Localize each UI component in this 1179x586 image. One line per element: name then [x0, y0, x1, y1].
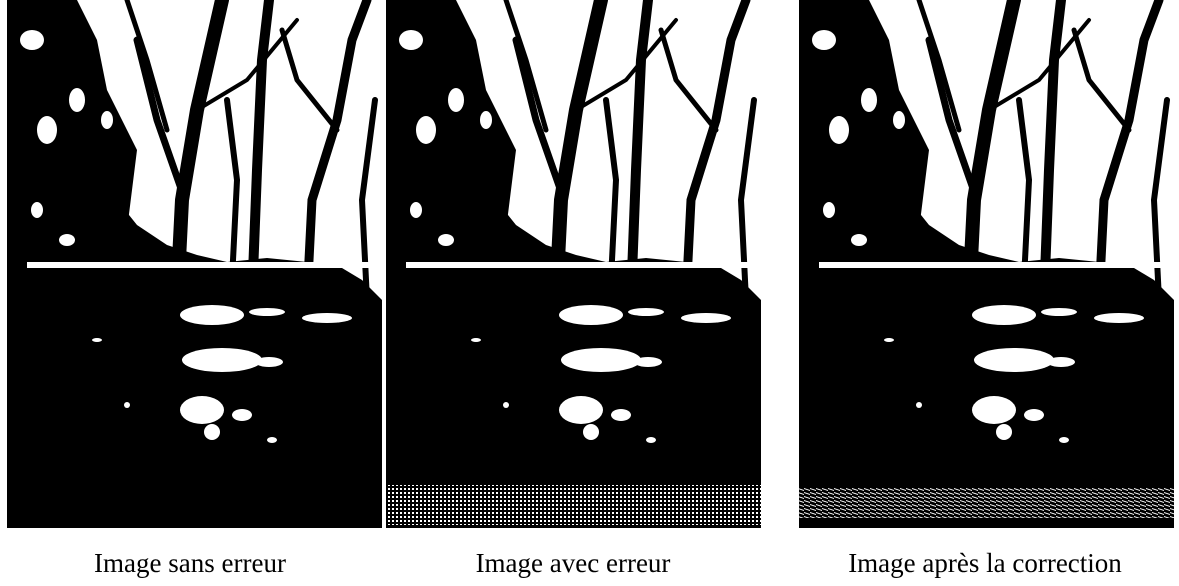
image-original [7, 0, 382, 528]
caption: Image sans erreur [94, 548, 286, 578]
caption: Image après la correction [848, 548, 1122, 578]
image-with-error [386, 0, 761, 528]
caption: Image avec erreur [476, 548, 671, 578]
image-corrected [799, 0, 1174, 528]
figure: Image sans erreur Image avec erreur Imag… [0, 0, 1179, 586]
